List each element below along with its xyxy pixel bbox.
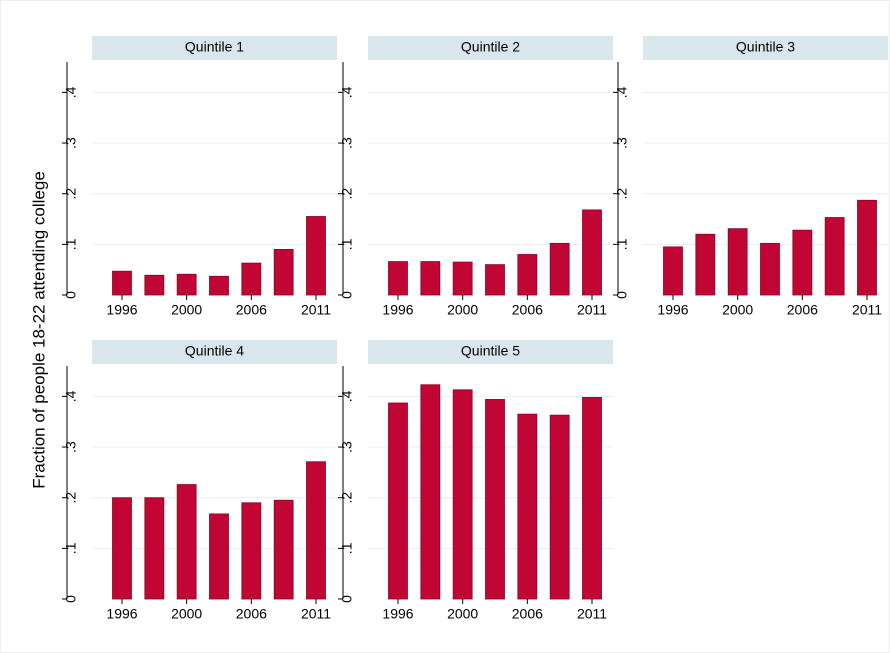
x-tick-label: 2000: [722, 302, 753, 318]
x-tick-label: 2000: [447, 302, 478, 318]
y-tick-label: 0: [339, 595, 355, 603]
y-tick-label: 0: [614, 291, 630, 299]
y-tick-label: .1: [63, 542, 79, 554]
x-tick-label: 2000: [447, 606, 478, 622]
bar: [760, 242, 780, 296]
y-tick-label: .4: [339, 86, 355, 98]
x-tick-label: 1996: [106, 606, 137, 622]
x-tick-label: 2011: [301, 606, 331, 622]
bar: [241, 262, 262, 296]
bar: [241, 502, 262, 600]
y-tick-label: .1: [63, 238, 79, 250]
bar: [144, 497, 165, 600]
x-tick-label: 2011: [852, 302, 882, 318]
bar: [144, 274, 165, 296]
y-tick-label: .3: [339, 137, 355, 149]
y-tick-label: .3: [339, 441, 355, 453]
x-tick-label: 2006: [512, 302, 543, 318]
bar: [209, 275, 229, 296]
y-tick-label: .3: [63, 441, 79, 453]
panel-title-strip: [643, 36, 888, 60]
y-tick-label: .2: [614, 188, 630, 200]
x-tick-label: 2006: [236, 302, 267, 318]
panel-title-strip: [92, 340, 337, 364]
panel-title: Quintile 2: [461, 39, 520, 55]
y-tick-label: .4: [614, 86, 630, 98]
bar: [388, 402, 408, 600]
y-tick-label: .1: [339, 238, 355, 250]
x-tick-label: 1996: [382, 302, 413, 318]
y-tick-label: 0: [63, 291, 79, 299]
x-tick-label: 2011: [301, 302, 331, 318]
bar: [273, 249, 294, 296]
bar: [485, 264, 505, 296]
y-tick-label: .2: [63, 492, 79, 504]
panel-title: Quintile 1: [185, 39, 244, 55]
bar: [388, 261, 408, 296]
bar: [792, 229, 813, 296]
panel-title: Quintile 3: [736, 39, 795, 55]
bar: [176, 484, 197, 600]
y-tick-label: .2: [339, 188, 355, 200]
y-tick-label: 0: [339, 291, 355, 299]
panel-title-strip: [92, 36, 337, 60]
y-tick-label: .1: [614, 238, 630, 250]
y-tick-label: .3: [63, 137, 79, 149]
y-tick-label: .2: [339, 492, 355, 504]
x-tick-label: 2011: [577, 302, 607, 318]
x-tick-label: 2006: [512, 606, 543, 622]
panel-title: Quintile 4: [185, 343, 244, 359]
bar: [420, 261, 441, 296]
bar: [420, 384, 441, 600]
y-tick-label: .4: [339, 390, 355, 402]
y-tick-label: .4: [63, 390, 79, 402]
y-axis-label: Fraction of people 18-22 attending colle…: [29, 171, 48, 489]
bar: [582, 397, 602, 600]
y-tick-label: .4: [63, 86, 79, 98]
bar: [112, 270, 132, 296]
bar: [306, 461, 326, 600]
panel-title: Quintile 5: [461, 343, 520, 359]
bar: [727, 228, 748, 296]
bar: [306, 216, 326, 296]
y-tick-label: .2: [63, 188, 79, 200]
bar: [549, 242, 570, 296]
x-tick-label: 2006: [787, 302, 818, 318]
x-tick-label: 2006: [236, 606, 267, 622]
panel-title-strip: [368, 36, 613, 60]
x-tick-label: 1996: [106, 302, 137, 318]
bar: [452, 261, 473, 296]
bar: [549, 414, 570, 600]
bar: [517, 413, 538, 600]
bar: [517, 254, 538, 296]
y-tick-label: .3: [614, 137, 630, 149]
bar: [452, 389, 473, 600]
x-tick-label: 2000: [171, 606, 202, 622]
x-tick-label: 1996: [382, 606, 413, 622]
x-tick-label: 2011: [577, 606, 607, 622]
bar: [695, 233, 716, 296]
bar: [663, 246, 683, 296]
bar: [824, 217, 845, 296]
bar: [176, 273, 197, 296]
bar: [485, 399, 505, 600]
bar: [582, 209, 602, 296]
bar: [112, 497, 132, 600]
bar: [857, 199, 877, 296]
panel-title-strip: [368, 340, 613, 364]
x-tick-label: 1996: [657, 302, 688, 318]
y-tick-label: 0: [63, 595, 79, 603]
y-tick-label: .1: [339, 542, 355, 554]
x-tick-label: 2000: [171, 302, 202, 318]
bar: [209, 513, 229, 600]
bar: [273, 499, 294, 600]
